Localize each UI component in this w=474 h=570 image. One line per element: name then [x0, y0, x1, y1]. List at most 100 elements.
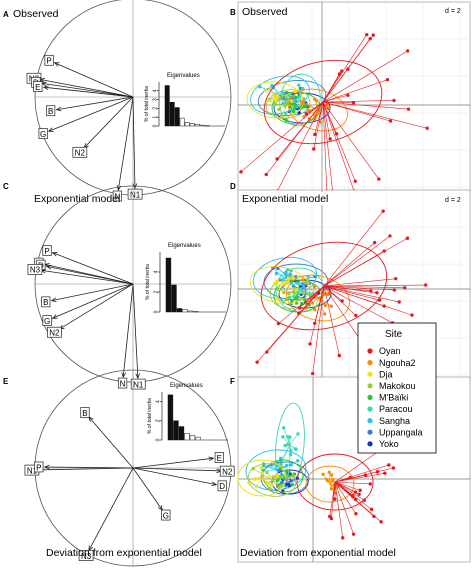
site-point [301, 99, 305, 104]
site-ray [334, 481, 365, 501]
eigenvalue-bar [193, 311, 199, 313]
series-paracou [275, 402, 305, 488]
site-point [278, 456, 283, 461]
arrow-label-n3: N3 [81, 552, 92, 561]
site-point [281, 426, 286, 430]
arrow-label-n1: N1 [27, 466, 38, 475]
arrow-g [48, 96, 134, 132]
site-point [284, 111, 288, 116]
site-ray [240, 101, 324, 173]
site-ray [323, 285, 385, 307]
site-point [337, 353, 342, 358]
arrow-label-b: B [82, 409, 87, 418]
site-point [383, 471, 387, 475]
site-point [268, 487, 272, 491]
arrowhead-e [42, 85, 49, 90]
arrow-n [117, 96, 134, 191]
arrow-label-n: N [114, 192, 120, 201]
eigenvalue-bar [174, 107, 180, 127]
eigenvalue-bar [195, 436, 201, 441]
site-ray [277, 101, 324, 192]
arrow-d [132, 467, 217, 486]
legend-item-label: Yoko [379, 439, 399, 449]
arrow-label-box-n2 [47, 326, 62, 338]
site-ray [334, 481, 344, 538]
site-point [321, 472, 325, 476]
site-point [300, 278, 305, 282]
inset-tick-label: 4 [153, 89, 159, 92]
legend-marker [367, 406, 373, 412]
site-point [297, 111, 301, 115]
site-point [310, 371, 315, 376]
arrow-label-box-n1 [130, 378, 146, 390]
arrow-n [122, 283, 134, 378]
arrowhead-d [211, 481, 218, 487]
site-point [372, 514, 376, 519]
site-point [346, 67, 350, 71]
site-point [268, 99, 273, 103]
site-ray [334, 472, 385, 483]
arrow-label-box-p [34, 461, 44, 473]
site-ray [322, 101, 409, 110]
site-point [275, 472, 279, 477]
inset-title: Eigenvalues [170, 383, 203, 389]
site-point [286, 442, 290, 447]
site-point [391, 466, 396, 470]
arrow-label-b: B [48, 107, 53, 116]
site-point [259, 466, 263, 470]
inset-tick-label: 0 [156, 438, 162, 441]
site-point [296, 432, 300, 436]
site-point [301, 86, 305, 91]
site-ellipse [271, 469, 309, 495]
arrow-label-box-g [42, 315, 52, 327]
site-point [424, 283, 428, 287]
legend-item-label: M'Baïki [379, 393, 408, 403]
site-ray [323, 285, 395, 291]
site-point [280, 474, 284, 479]
site-point [369, 507, 374, 512]
site-point [255, 360, 259, 364]
site-point [265, 470, 269, 475]
site-ray [322, 94, 348, 103]
series-makokou [269, 275, 315, 309]
arrow-g [52, 283, 134, 319]
site-point [276, 287, 281, 292]
panel-b: B Observed d = 2 [230, 1, 471, 195]
site-point [327, 470, 332, 475]
site-ray [264, 90, 276, 101]
site-point [297, 83, 301, 87]
arrow-n3 [88, 467, 134, 551]
series-oyan [239, 32, 429, 193]
arrow-n2 [83, 96, 134, 149]
site-point [331, 479, 335, 483]
site-ray [317, 297, 332, 307]
panel-d-title-bg [240, 192, 330, 205]
site-ray [271, 479, 282, 487]
arrow-n1 [132, 283, 139, 379]
site-point [406, 107, 411, 111]
site-point [373, 240, 377, 245]
site-point [288, 272, 293, 276]
site-point [354, 313, 358, 318]
panel-e-letter: E [3, 377, 9, 386]
site-ray [322, 101, 328, 192]
site-point [247, 481, 251, 485]
site-point [325, 103, 330, 107]
site-ellipse [237, 459, 287, 497]
site-point [312, 147, 316, 151]
site-point [365, 32, 369, 37]
site-point [403, 286, 407, 290]
panel-a-arrows: PN3DEBGN2NN1 [26, 54, 143, 202]
site-ray [322, 34, 368, 103]
arrow-n3 [40, 269, 134, 285]
arrow-p [44, 466, 134, 469]
panel-e-eigenvalues-inset: 0 2 4% of total inertia Eigenvalues [147, 383, 228, 441]
site-ray [295, 276, 316, 283]
arrow-label-box-b [80, 407, 90, 418]
site-ray [274, 91, 296, 101]
arrow-label-box-g [38, 128, 48, 139]
site-ellipse [249, 266, 311, 304]
site-point [266, 481, 271, 485]
